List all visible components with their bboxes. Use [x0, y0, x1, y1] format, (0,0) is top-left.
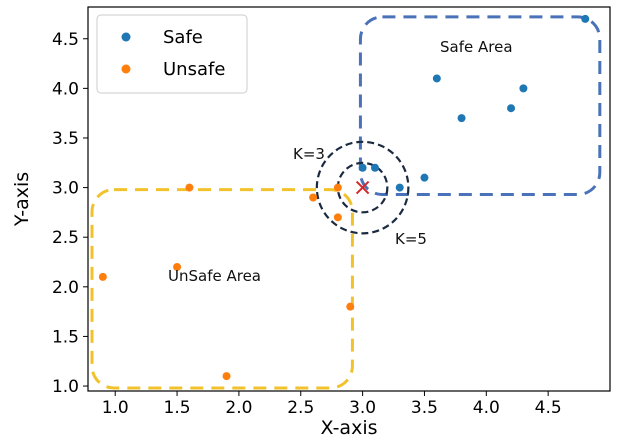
unsafe-point-8 — [346, 302, 355, 311]
x-tick-label: 2.0 — [225, 398, 252, 418]
y-tick-label: 1.5 — [52, 327, 79, 347]
unsafe-area-label: UnSafe Area — [168, 267, 261, 285]
x-tick-label: 1.5 — [164, 398, 191, 418]
safe-point-3 — [395, 183, 404, 192]
legend: Safe Unsafe — [96, 14, 248, 94]
safe-point-2 — [370, 163, 379, 172]
safe-point-8 — [519, 84, 528, 93]
safe-point-4 — [420, 173, 429, 182]
legend-box — [96, 14, 248, 94]
legend-marker-safe — [121, 32, 131, 42]
safe-point-7 — [507, 104, 516, 113]
unsafe-point-1 — [98, 272, 107, 281]
x-tick-label: 4.5 — [535, 398, 562, 418]
x-ticks: 1.0 1.5 2.0 2.5 3.0 3.5 4.0 4.5 — [102, 391, 562, 418]
legend-label-unsafe: Unsafe — [163, 59, 225, 80]
y-axis-title: Y-axis — [11, 172, 33, 227]
regions-layer — [90, 15, 602, 390]
unsafe-point-7 — [333, 213, 342, 222]
region-safe-area — [358, 15, 602, 197]
unsafe-point-4 — [222, 372, 231, 381]
y-tick-label: 2.5 — [52, 228, 79, 248]
query-point-marker — [355, 180, 370, 195]
y-tick-label: 2.0 — [52, 278, 79, 298]
unsafe-point-3 — [185, 183, 194, 192]
x-tick-label: 2.5 — [287, 398, 314, 418]
region-unsafe-area — [90, 188, 354, 390]
y-ticks: 1.0 1.5 2.0 2.5 3.0 3.5 4.0 4.5 — [52, 30, 88, 397]
safe-area-label: Safe Area — [440, 38, 513, 56]
x-tick-label: 1.0 — [102, 398, 129, 418]
points-layer — [98, 14, 590, 381]
unsafe-point-2 — [173, 262, 182, 271]
k5-label: K=5 — [395, 230, 427, 248]
knn-circle-2 — [315, 140, 410, 235]
plot-frame — [87, 6, 611, 392]
query-point-layer — [355, 180, 370, 195]
unsafe-point-5 — [309, 193, 318, 202]
x-tick-label: 4.0 — [473, 398, 500, 418]
y-tick-label: 4.0 — [52, 79, 79, 99]
legend-label-safe: Safe — [163, 27, 203, 48]
y-tick-label: 3.5 — [52, 129, 79, 149]
k3-label: K=3 — [293, 145, 325, 163]
safe-point-1 — [358, 163, 367, 172]
unsafe-point-6 — [333, 183, 342, 192]
y-tick-label: 3.0 — [52, 179, 79, 199]
x-tick-label: 3.0 — [349, 398, 376, 418]
x-axis-title: X-axis — [321, 417, 378, 439]
safe-point-9 — [581, 14, 590, 23]
y-tick-label: 1.0 — [52, 377, 79, 397]
safe-point-5 — [432, 74, 441, 83]
safe-point-6 — [457, 114, 466, 123]
x-tick-label: 3.5 — [411, 398, 438, 418]
y-tick-label: 4.5 — [52, 30, 79, 50]
legend-marker-unsafe — [121, 64, 131, 74]
